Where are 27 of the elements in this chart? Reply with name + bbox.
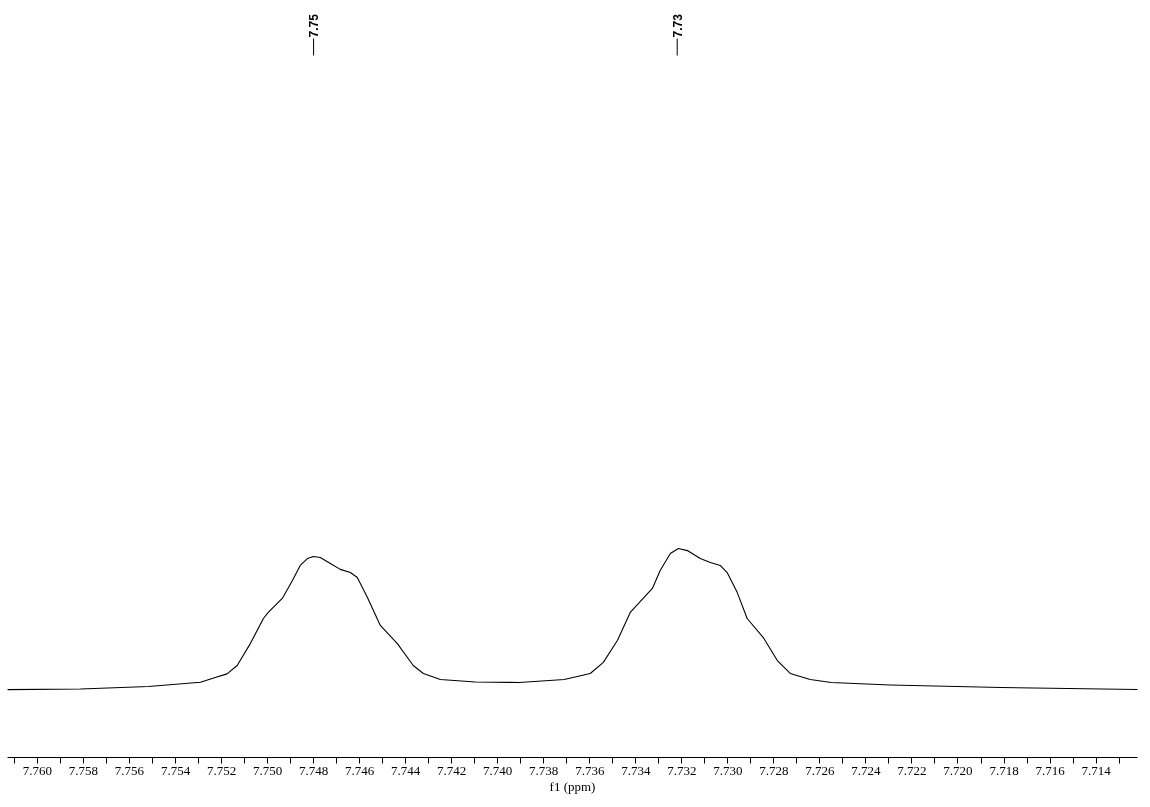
- x-tick-label: 7.730: [713, 762, 743, 778]
- x-tick-label: 7.760: [22, 762, 53, 778]
- x-tick-label: 7.756: [114, 762, 145, 778]
- x-tick-label: 7.758: [68, 762, 99, 778]
- x-tick-label: 7.734: [621, 762, 651, 778]
- x-tick-label: 7.722: [897, 762, 927, 778]
- annotation: 7.73: [670, 13, 685, 38]
- x-axis-title: f1 (ppm): [549, 778, 596, 794]
- x-tick-label: 7.740: [483, 762, 513, 778]
- x-tick-label: 7.732: [667, 762, 697, 778]
- x-tick-label: 7.738: [529, 762, 559, 778]
- x-tick-label: 7.736: [575, 762, 605, 778]
- x-tick-label: 7.744: [391, 762, 421, 778]
- x-tick-label: 7.754: [160, 762, 191, 778]
- x-tick-label: 7.750: [252, 762, 283, 778]
- x-tick-label: 7.724: [851, 762, 882, 778]
- x-tick-label: 7.748: [298, 762, 329, 778]
- x-tick-label: 7.720: [943, 762, 973, 778]
- x-tick-label: 7.716: [1035, 762, 1066, 778]
- x-tick-label: 7.746: [344, 762, 375, 778]
- x-tick-label: 7.726: [805, 762, 836, 778]
- annotation: 7.75: [307, 13, 322, 38]
- x-tick-label: 7.742: [437, 762, 467, 778]
- x-tick-label: 7.752: [206, 762, 237, 778]
- x-tick-label: 7.718: [989, 762, 1019, 778]
- x-tick-label: 7.714: [1081, 762, 1112, 778]
- x-tick-label: 7.728: [759, 762, 789, 778]
